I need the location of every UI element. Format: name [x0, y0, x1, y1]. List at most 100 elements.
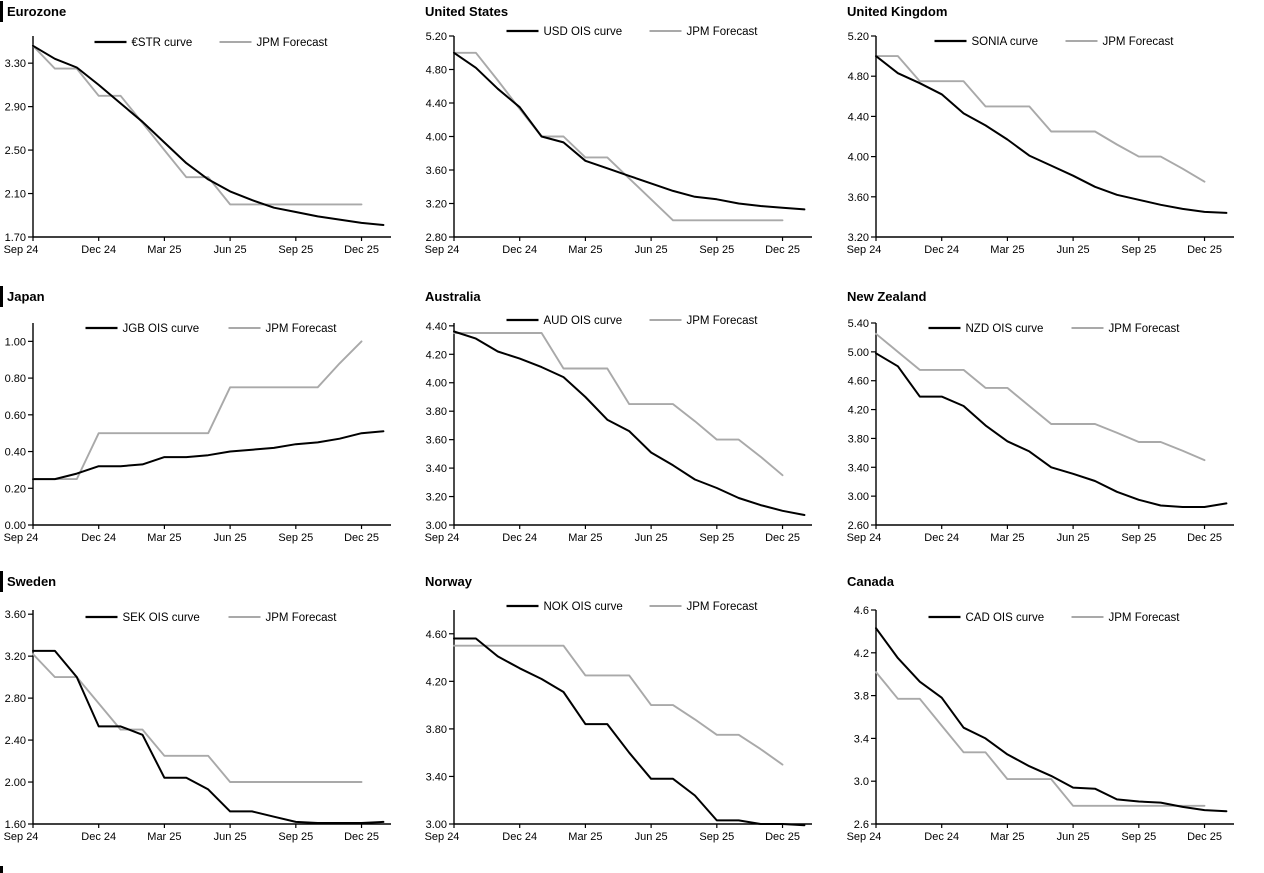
x-tick-label: Mar 25 [990, 831, 1024, 843]
chart-canvas-united-kingdom: 3.20 3.60 4.00 4.40 4.80 5.20 Sep 24 Dec 24 Mar … [847, 31, 1234, 256]
chart-united-states: United States 2.80 3.20 3.60 4.00 4.40 4.80 5.… [421, 0, 843, 285]
x-tick-label: Mar 25 [147, 831, 181, 843]
x-tick-label: Sep 24 [425, 244, 460, 256]
x-tick-label: Sep 25 [1121, 244, 1156, 256]
x-tick-label: Dec 25 [344, 831, 379, 843]
x-tick-label: Mar 25 [568, 532, 602, 544]
x-tick-label: Jun 25 [1057, 244, 1090, 256]
y-tick-label: 5.20 [848, 31, 869, 43]
x-tick-label: Jun 25 [635, 244, 668, 256]
x-tick-label: Sep 24 [847, 532, 882, 544]
y-tick-label: 1.00 [5, 336, 26, 348]
x-tick-label: Mar 25 [568, 831, 602, 843]
series-line-forecast [32, 653, 363, 783]
y-tick-label: 4.00 [426, 378, 447, 390]
legend-label: AUD OIS curve [544, 315, 623, 327]
x-tick-label: Jun 25 [1057, 532, 1090, 544]
y-tick-label: 4.80 [848, 71, 869, 83]
chart-title-united-kingdom: United Kingdom [847, 4, 948, 19]
legend: €STR curve JPM Forecast [94, 37, 328, 49]
x-tick-label: Jun 25 [635, 831, 668, 843]
axes: 3.20 3.60 4.00 4.40 4.80 5.20 Sep 24 Dec 24 Mar … [847, 31, 1234, 256]
y-tick-label: 0.20 [5, 483, 26, 495]
legend-label: JPM Forecast [1109, 612, 1181, 624]
chart-sweden: Sweden 1.60 2.00 2.40 2.80 3.20 3.60 Sep 24 Dec… [0, 570, 421, 873]
y-tick-label: 2.00 [5, 777, 26, 789]
legend: USD OIS curve JPM Forecast [506, 26, 759, 38]
chart-norway: Norway 3.00 3.40 3.80 4.20 4.60 Sep 24 Dec 24 M… [421, 570, 843, 873]
x-tick-label: Dec 25 [1187, 532, 1222, 544]
series-line-curve [32, 44, 385, 226]
chart-japan: Japan 0.00 0.20 0.40 0.60 0.80 1.00 Sep 24 Dec … [0, 285, 421, 570]
x-tick-label: Dec 24 [924, 831, 959, 843]
x-tick-label: Sep 25 [278, 244, 313, 256]
x-tick-label: Sep 25 [278, 532, 313, 544]
y-tick-label: 5.20 [426, 31, 447, 43]
axes: 2.60 3.00 3.40 3.80 4.20 4.60 5.00 5.40 Sep 24 De… [847, 318, 1234, 544]
legend-label: JPM Forecast [266, 323, 338, 335]
y-tick-label: 3.80 [426, 724, 447, 736]
y-tick-label: 2.40 [5, 735, 26, 747]
y-tick-label: 3.60 [426, 435, 447, 447]
axes: 2.6 3.0 3.4 3.8 4.2 4.6 Sep 24 Dec 24 Mar 25 Jun … [847, 605, 1234, 843]
y-tick-label: 3.4 [854, 733, 869, 745]
series-line-curve [453, 637, 806, 827]
series-line-curve [875, 55, 1228, 214]
x-tick-label: Sep 24 [4, 532, 39, 544]
x-tick-label: Jun 25 [1057, 831, 1090, 843]
chart-new-zealand: New Zealand 2.60 3.00 3.40 3.80 4.20 4.60 5.00… [843, 285, 1264, 570]
chart-title-new-zealand: New Zealand [847, 289, 927, 304]
series-line-curve [875, 627, 1228, 813]
y-tick-label: 3.60 [848, 192, 869, 204]
y-tick-label: 0.80 [5, 373, 26, 385]
x-tick-label: Dec 24 [502, 831, 537, 843]
y-tick-label: 3.20 [848, 232, 869, 244]
y-tick-label: 2.60 [848, 520, 869, 532]
y-tick-label: 3.00 [426, 520, 447, 532]
y-tick-label: 2.80 [426, 232, 447, 244]
series-line-curve [32, 649, 385, 824]
series-line-forecast [453, 51, 784, 222]
axes: 1.70 2.10 2.50 2.90 3.30 Sep 24 Dec 24 Mar 25 Ju… [4, 36, 391, 256]
x-tick-label: Dec 24 [502, 244, 537, 256]
x-tick-label: Mar 25 [990, 532, 1024, 544]
x-tick-label: Jun 25 [214, 244, 247, 256]
legend-label: JPM Forecast [687, 26, 759, 38]
series-line-forecast [875, 671, 1206, 807]
y-tick-label: 3.30 [5, 58, 26, 70]
legend: JGB OIS curve JPM Forecast [85, 323, 338, 335]
section-marker-row2 [0, 286, 3, 307]
y-tick-label: 2.6 [854, 819, 869, 831]
chart-canvas-eurozone: 1.70 2.10 2.50 2.90 3.30 Sep 24 Dec 24 Mar 25 Ju… [4, 36, 391, 256]
legend: AUD OIS curve JPM Forecast [506, 315, 758, 327]
legend: NZD OIS curve JPM Forecast [928, 323, 1180, 335]
y-tick-label: 4.20 [426, 349, 447, 361]
y-tick-label: 1.60 [5, 819, 26, 831]
y-tick-label: 3.60 [5, 609, 26, 621]
y-tick-label: 3.40 [848, 462, 869, 474]
x-tick-label: Dec 24 [81, 244, 116, 256]
legend-label: SEK OIS curve [123, 612, 200, 624]
x-tick-label: Dec 24 [924, 244, 959, 256]
x-tick-label: Dec 25 [344, 532, 379, 544]
y-tick-label: 4.40 [426, 98, 447, 110]
y-tick-label: 4.00 [426, 132, 447, 144]
x-tick-label: Dec 25 [765, 831, 800, 843]
y-tick-label: 3.00 [426, 819, 447, 831]
x-tick-label: Sep 24 [4, 244, 39, 256]
chart-united-kingdom: United Kingdom 3.20 3.60 4.00 4.40 4.80 5.20 S… [843, 0, 1264, 285]
chart-canvas-united-states: 2.80 3.20 3.60 4.00 4.40 4.80 5.20 Sep 24 Dec 24… [425, 26, 812, 256]
x-tick-label: Sep 24 [847, 244, 882, 256]
series-line-curve [875, 352, 1228, 508]
series-line-forecast [32, 44, 363, 206]
x-tick-label: Sep 25 [699, 831, 734, 843]
legend-label: €STR curve [132, 37, 193, 49]
legend-label: JPM Forecast [266, 612, 338, 624]
y-tick-label: 2.90 [5, 102, 26, 114]
chart-title-norway: Norway [425, 574, 472, 589]
x-tick-label: Sep 25 [699, 244, 734, 256]
chart-canvas-sweden: 1.60 2.00 2.40 2.80 3.20 3.60 Sep 24 Dec 24 Mar … [4, 609, 391, 843]
x-tick-label: Sep 25 [1121, 831, 1156, 843]
y-tick-label: 5.00 [848, 347, 869, 359]
